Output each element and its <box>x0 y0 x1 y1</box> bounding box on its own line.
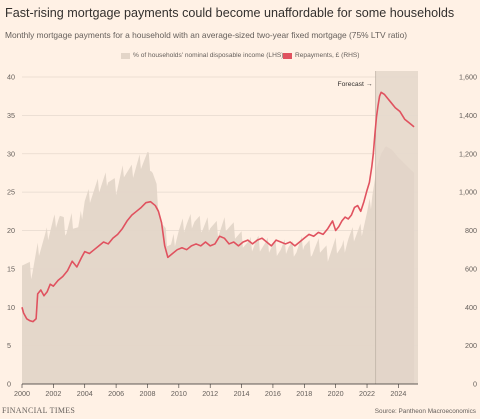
y-right-tick-label: 1,200 <box>459 149 477 158</box>
x-tick-label: 2016 <box>265 389 281 398</box>
x-tick-label: 2006 <box>108 389 124 398</box>
y-left-tick-label: 25 <box>7 188 15 197</box>
y-right-tick-label: 400 <box>465 303 477 312</box>
x-tick-label: 2018 <box>296 389 312 398</box>
area-series-income-share <box>22 146 415 384</box>
y-left-tick-label: 0 <box>7 380 11 389</box>
x-tick-label: 2008 <box>139 389 155 398</box>
y-left-tick-label: 10 <box>7 303 15 312</box>
chart-title: Fast-rising mortgage payments could beco… <box>5 6 455 20</box>
x-tick-label: 2010 <box>171 389 187 398</box>
legend-swatch-rhs <box>283 52 292 59</box>
forecast-label: Forecast → <box>338 81 373 88</box>
y-left-tick-label: 40 <box>7 73 15 82</box>
y-right-tick-label: 1,000 <box>459 188 477 197</box>
y-left-tick-label: 30 <box>7 149 15 158</box>
legend-item-rhs: Repayments, £ (RHS) <box>283 52 360 59</box>
legend: % of households' nominal disposable inco… <box>0 52 480 64</box>
x-tick-label: 2014 <box>234 389 250 398</box>
y-right-tick-label: 200 <box>465 341 477 350</box>
chart-subtitle: Monthly mortgage payments for a househol… <box>5 30 408 40</box>
y-right-tick-label: 800 <box>465 226 477 235</box>
y-left-tick-label: 20 <box>7 226 15 235</box>
source-note: Source: Pantheon Macroeconomics <box>374 408 476 415</box>
x-tick-label: 2000 <box>14 389 30 398</box>
x-tick-label: 2004 <box>77 389 93 398</box>
x-tick-label: 2024 <box>390 389 406 398</box>
line-series-repayments <box>21 91 415 323</box>
y-right-tick-label: 0 <box>473 380 477 389</box>
y-left-tick-label: 5 <box>7 341 11 350</box>
y-left-tick-label: 15 <box>7 264 15 273</box>
legend-item-lhs: % of households' nominal disposable inco… <box>121 52 283 59</box>
x-tick-label: 2022 <box>359 389 375 398</box>
x-tick-label: 2002 <box>45 389 61 398</box>
y-left-tick-label: 35 <box>7 111 15 120</box>
y-right-tick-label: 600 <box>465 264 477 273</box>
ft-brand: FINANCIAL TIMES <box>2 406 76 415</box>
x-tick-label: 2020 <box>328 389 344 398</box>
legend-label-lhs: % of households' nominal disposable inco… <box>133 52 284 59</box>
legend-label-rhs: Repayments, £ (RHS) <box>295 52 360 59</box>
x-tick-label: 2012 <box>202 389 218 398</box>
legend-swatch-lhs <box>121 52 130 59</box>
y-right-tick-label: 1,400 <box>459 111 477 120</box>
y-right-tick-label: 1,600 <box>459 73 477 82</box>
